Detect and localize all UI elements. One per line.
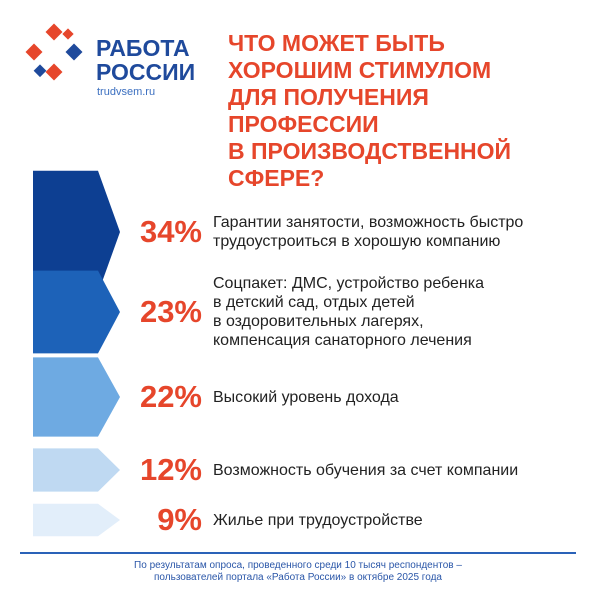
value-label: 22% [139, 379, 202, 414]
value-label: 12% [139, 452, 202, 487]
bar [33, 357, 120, 437]
category-label: Высокий уровень дохода [213, 388, 399, 406]
category-label: Гарантии занятости, возможность быстро т… [213, 214, 524, 250]
bar [33, 503, 120, 537]
footnote: По результатам опроса, проведенного сред… [20, 552, 576, 584]
chart-title: ЧТО МОЖЕТ БЫТЬ ХОРОШИМ СТИМУЛОМ ДЛЯ ПОЛУ… [228, 30, 512, 191]
bar [33, 448, 120, 492]
value-label: 23% [139, 294, 202, 329]
logo-mark [25, 23, 83, 81]
category-label: Возможность обучения за счет компании [213, 461, 519, 479]
value-label: 9% [157, 502, 202, 537]
value-label: 34% [139, 214, 202, 249]
bar [33, 270, 120, 354]
category-label: Соцпакет: ДМС, устройство ребенка в детс… [213, 275, 485, 349]
logo-line: РОССИИ [96, 59, 196, 85]
logo-text: РАБОТА РОССИИ [96, 36, 195, 84]
category-label: Жилье при трудоустройстве [213, 511, 423, 529]
logo-line: РАБОТА [96, 35, 190, 61]
logo-site: trudvsem.ru [97, 86, 156, 98]
bar [33, 170, 120, 294]
